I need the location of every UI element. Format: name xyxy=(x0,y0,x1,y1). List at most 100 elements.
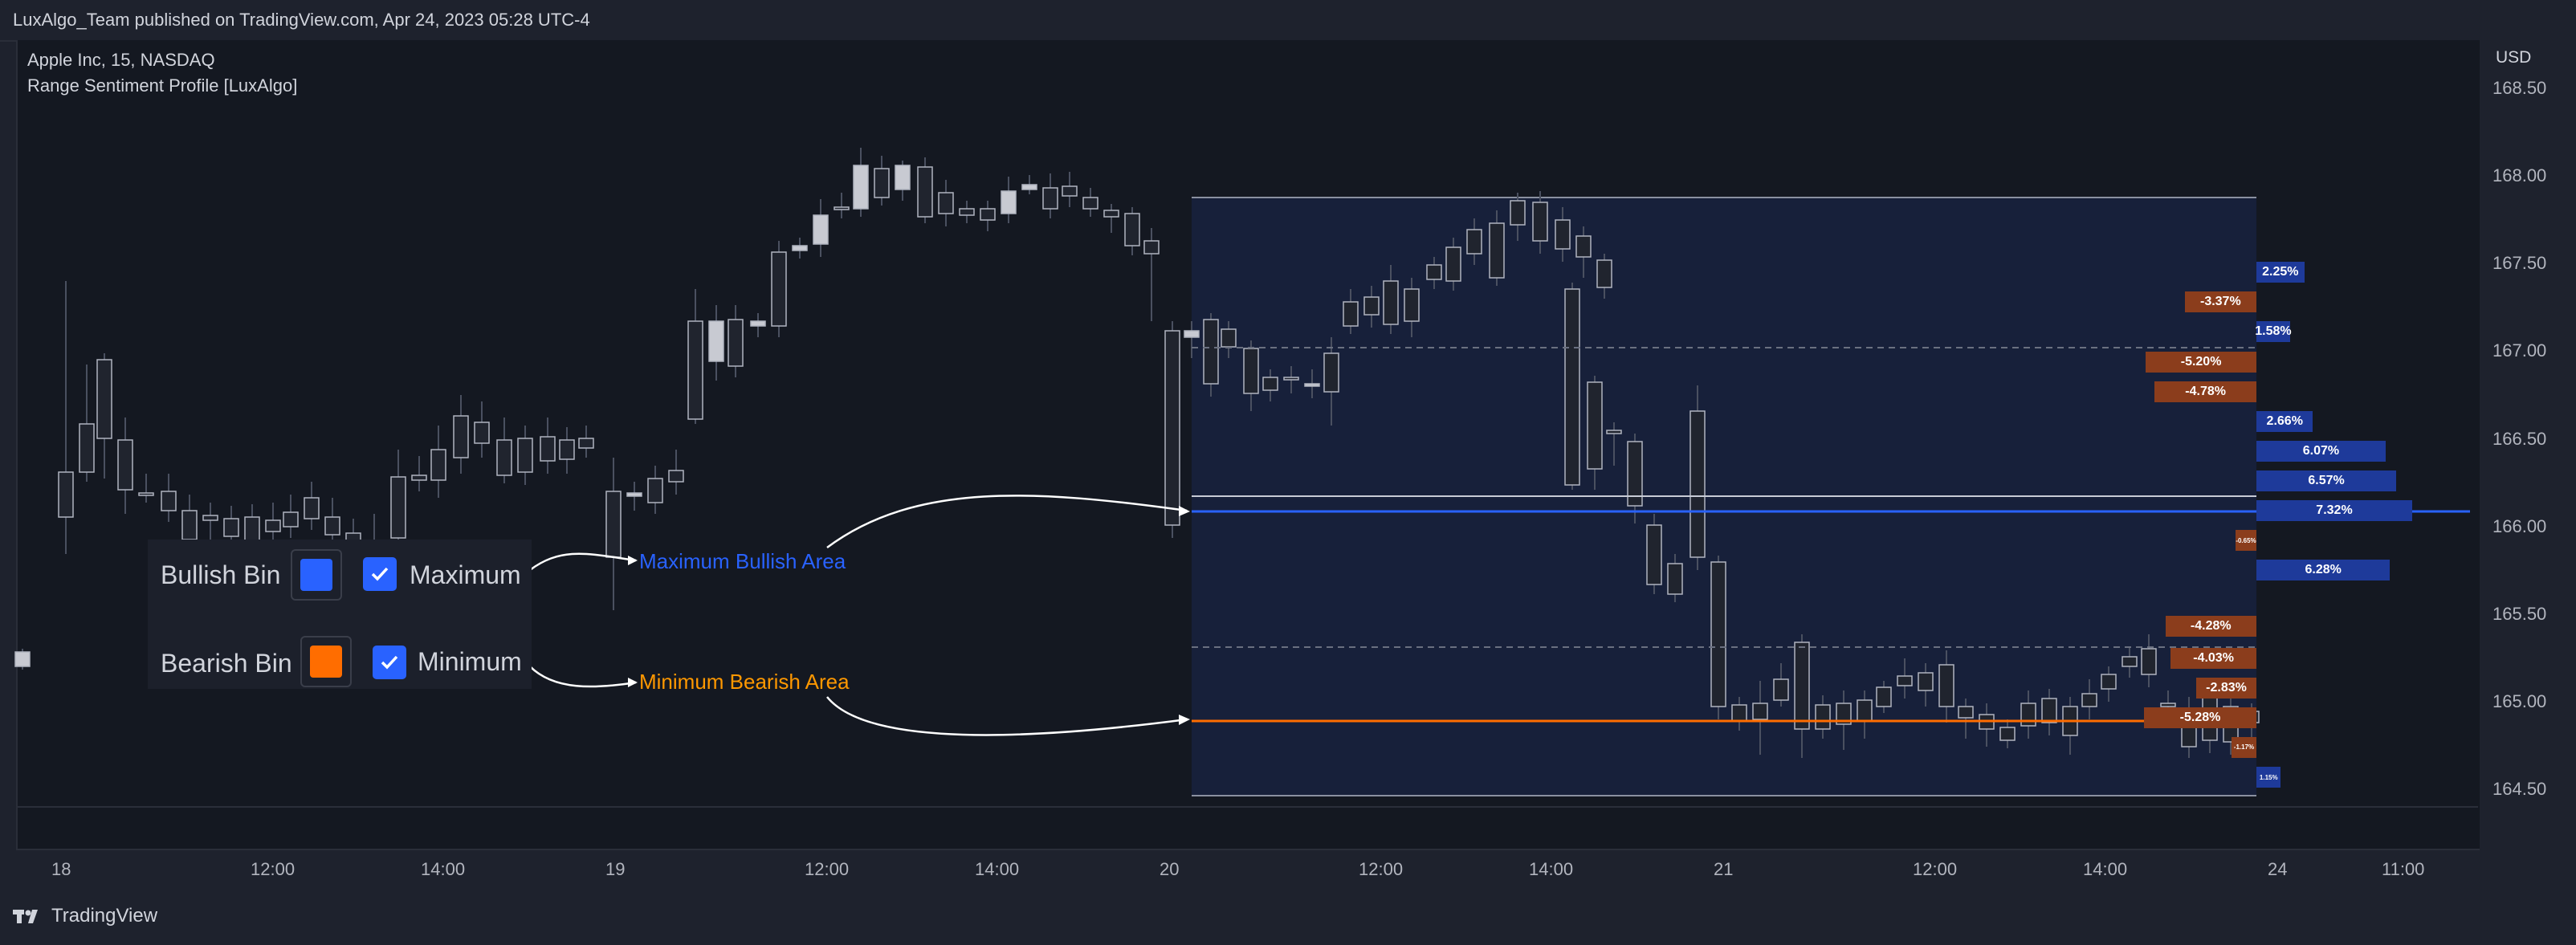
candle-body xyxy=(1001,190,1017,214)
candle-body xyxy=(708,320,724,362)
arrow-min-bearish-short xyxy=(529,666,637,688)
candle-body xyxy=(14,651,31,667)
time-tick-label: 14:00 xyxy=(1529,859,1574,879)
candle-body xyxy=(453,415,469,458)
candle-body xyxy=(647,478,663,503)
candle-body xyxy=(1575,235,1592,258)
footer-bar: TradingView xyxy=(0,889,2576,945)
candle-body xyxy=(324,516,340,536)
candle-body xyxy=(430,449,446,481)
price-tick-label: 164.50 xyxy=(2492,779,2547,800)
candle-body xyxy=(834,206,850,210)
time-tick-label: 12:00 xyxy=(1913,859,1958,879)
candle-body xyxy=(1731,704,1747,722)
candle-body xyxy=(2101,674,2117,690)
arrowhead-1 xyxy=(628,556,638,565)
time-tick-label: 14:00 xyxy=(975,859,1020,879)
footer-brand[interactable]: TradingView xyxy=(13,905,157,927)
candle-body xyxy=(202,515,218,521)
min-bearish-annotation: Minimum Bearish Area xyxy=(639,670,850,694)
candle-body xyxy=(2020,703,2036,727)
candle-body xyxy=(1689,410,1706,558)
candle-body xyxy=(1752,703,1768,720)
maximum-checkbox[interactable] xyxy=(363,557,397,591)
bullish-bin-bar: 6.07% xyxy=(2256,440,2386,462)
price-tick-label: 166.50 xyxy=(2492,428,2547,449)
range-box-layer xyxy=(16,197,2478,808)
time-tick-label: 12:00 xyxy=(1359,859,1404,879)
candle-body xyxy=(411,475,427,481)
time-tick-label: 14:00 xyxy=(421,859,466,879)
candle-body xyxy=(1404,288,1420,322)
price-axis[interactable] xyxy=(2480,40,2576,849)
bearish-bin-bar: -5.28% xyxy=(2144,707,2256,728)
bearish-bin-bar: -3.37% xyxy=(2184,291,2256,313)
checkmark-icon xyxy=(381,655,398,670)
candle-body xyxy=(2160,703,2176,707)
candle-body xyxy=(1243,348,1259,394)
candle-body xyxy=(895,165,911,190)
candle-body xyxy=(750,320,766,327)
candle-body xyxy=(1164,330,1180,526)
bullish-color-swatch[interactable] xyxy=(291,549,342,601)
time-tick-label: 11:00 xyxy=(2382,859,2425,879)
candle-body xyxy=(1323,352,1339,393)
candle-body xyxy=(1606,430,1622,434)
candle-body xyxy=(1221,328,1237,348)
candle-body xyxy=(283,511,299,527)
bullish-bin-bar: 1.15% xyxy=(2256,767,2281,788)
time-axis[interactable] xyxy=(16,849,2480,890)
symbol-legend[interactable]: Apple Inc, 15, NASDAQ xyxy=(27,50,215,70)
arrow-min-bearish-long xyxy=(826,696,1188,736)
minimum-label: Minimum xyxy=(418,647,522,676)
candle-body xyxy=(1555,219,1571,250)
candle-body xyxy=(874,168,890,198)
candle-body xyxy=(1710,561,1726,707)
bullish-bin-bar: 2.25% xyxy=(2256,262,2305,283)
candle-body xyxy=(917,166,933,218)
candle-body xyxy=(117,439,133,491)
arrowhead-2 xyxy=(1179,506,1190,516)
indicator-legend[interactable]: Range Sentiment Profile [LuxAlgo] xyxy=(27,75,298,96)
candle-body xyxy=(1304,383,1320,387)
candle-body xyxy=(1466,229,1482,255)
bullish-bin-bar: 1.58% xyxy=(2255,321,2292,343)
time-tick-label: 12:00 xyxy=(251,859,296,879)
candle-body xyxy=(1445,246,1461,282)
candle-body xyxy=(223,518,239,537)
candle-body xyxy=(1876,686,1892,707)
candle-body xyxy=(1918,672,1934,691)
candle-body xyxy=(853,165,869,210)
bearish-bin-bar: -2.83% xyxy=(2196,677,2256,699)
candle-body xyxy=(2041,698,2057,723)
time-tick-label: 14:00 xyxy=(2083,859,2128,879)
candle-body xyxy=(496,439,512,476)
candle-body xyxy=(1627,441,1643,507)
candle-body xyxy=(58,471,74,518)
candle-body xyxy=(578,438,594,449)
candle-body xyxy=(1062,185,1078,197)
candle-body xyxy=(2122,656,2138,667)
candle-body xyxy=(959,208,975,216)
candle-body xyxy=(1938,664,1954,707)
candle-body xyxy=(2081,693,2097,707)
candle-body xyxy=(1383,280,1399,325)
time-tick-label: 24 xyxy=(2268,859,2288,879)
bearish-color-swatch[interactable] xyxy=(300,636,352,687)
bearish-color-fill xyxy=(310,646,342,678)
currency-label: USD xyxy=(2496,48,2532,67)
publisher-text: LuxAlgo_Team published on TradingView.co… xyxy=(13,10,590,30)
minimum-checkbox[interactable] xyxy=(373,646,406,679)
candle-body xyxy=(1532,202,1548,242)
price-tick-label: 168.00 xyxy=(2492,165,2547,185)
candle-body xyxy=(1184,330,1200,338)
candle-body xyxy=(1958,706,1974,719)
candle-body xyxy=(138,492,154,496)
arrowhead-3 xyxy=(628,678,638,687)
bullish-bin-bar: 7.32% xyxy=(2256,500,2412,522)
bullish-bin-bar: 6.57% xyxy=(2256,470,2397,492)
time-tick-label: 12:00 xyxy=(805,859,850,879)
candle-body xyxy=(813,214,829,245)
arrow-max-bullish-long xyxy=(826,495,1188,549)
